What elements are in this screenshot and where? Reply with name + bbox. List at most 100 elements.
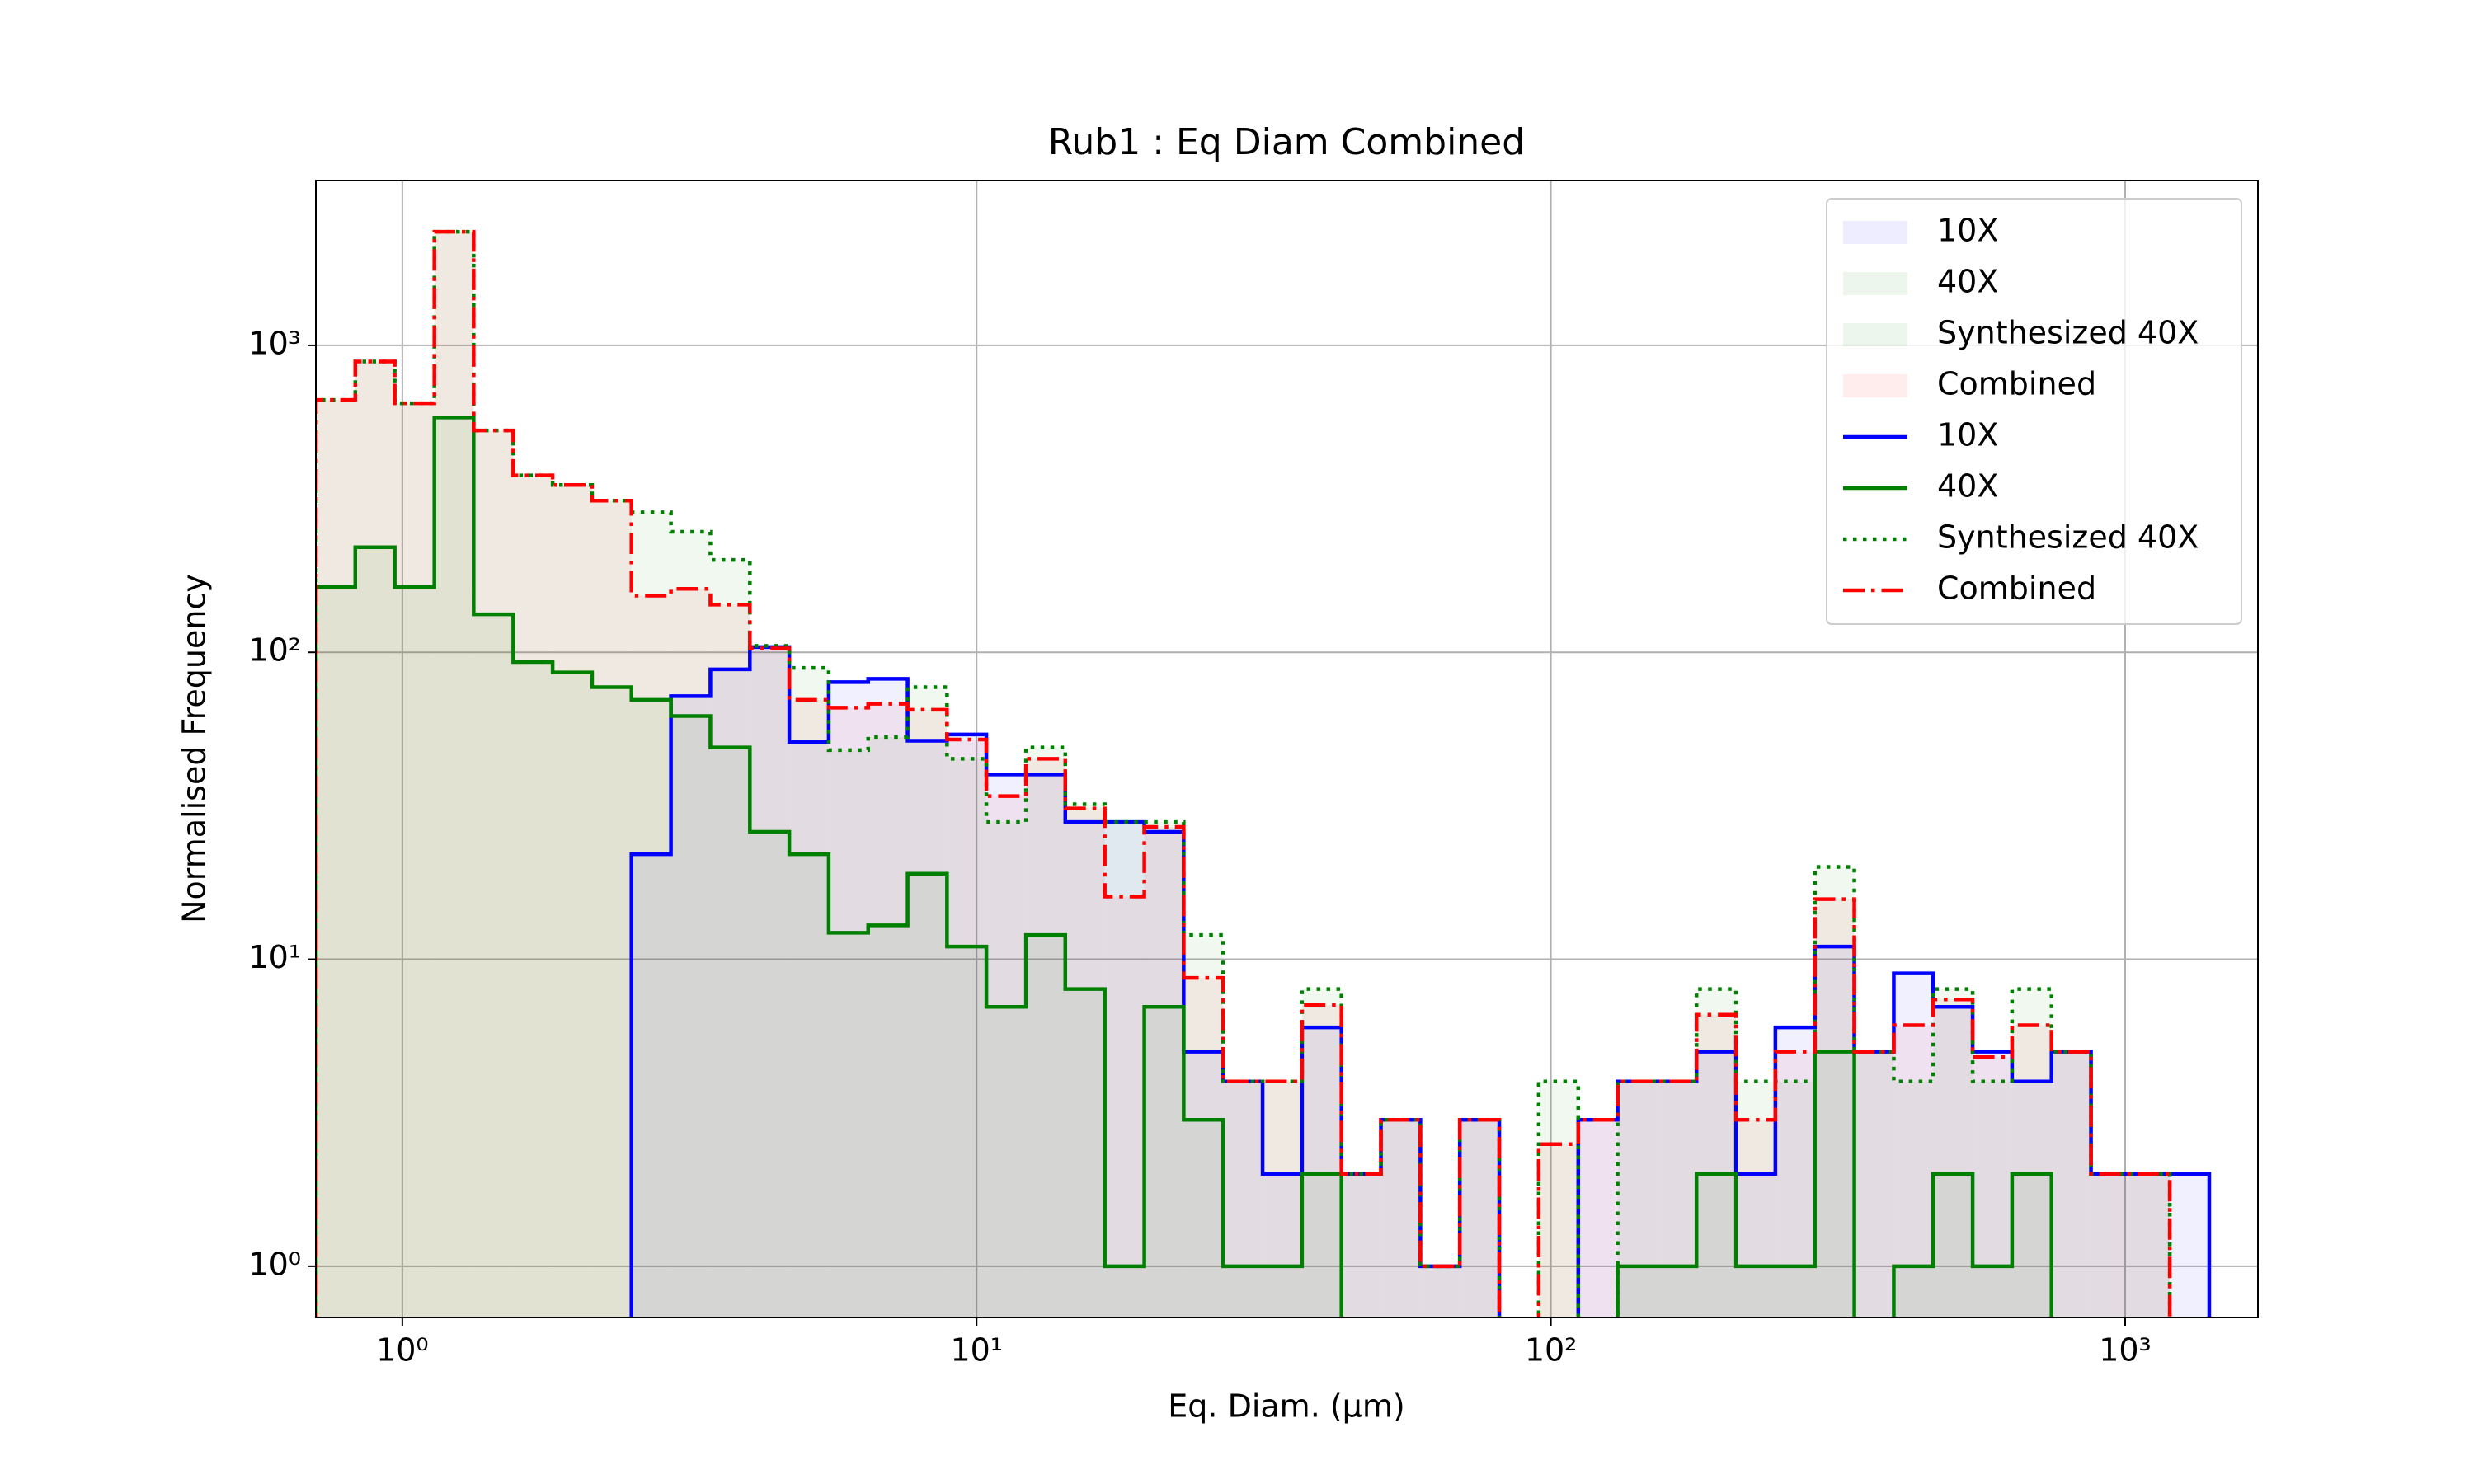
histogram-bar-fill: [1183, 1051, 1224, 1317]
histogram-bar-fill: [1065, 989, 1105, 1317]
histogram-bar-fill: [434, 232, 474, 1317]
histogram-bar-fill: [710, 560, 750, 1317]
histogram-bar-fill: [1263, 1081, 1302, 1317]
histogram-bar-fill: [631, 854, 671, 1317]
histogram-bar-fill: [1026, 758, 1065, 1317]
histogram-bar-fill: [1657, 1266, 1697, 1317]
histogram-bar-fill: [2011, 989, 2052, 1317]
histogram-bar-fill: [553, 485, 592, 1317]
histogram-bar-fill: [1144, 1007, 1184, 1317]
histogram-bar-fill: [1696, 1014, 1737, 1317]
histogram-bar-fill: [355, 547, 395, 1317]
histogram-bar-fill: [394, 587, 435, 1317]
histogram-bar-fill: [1775, 1266, 1815, 1317]
histogram-bar-fill: [1973, 1266, 2012, 1317]
histogram-bar-fill: [631, 699, 671, 1317]
y-axis-label: Normalised Frequency: [176, 574, 213, 923]
histogram-bar-fill: [986, 774, 1027, 1317]
histogram-bar-fill: [1973, 1051, 2012, 1317]
histogram-bar-fill: [1814, 946, 1855, 1317]
histogram-bar-fill: [2051, 1051, 2091, 1317]
histogram-bar-fill: [1696, 1173, 1737, 1317]
histogram-bar-fill: [670, 532, 711, 1317]
histogram-bar-fill: [1223, 1081, 1263, 1317]
histogram-bar-fill: [907, 873, 948, 1317]
histogram-bar-fill: [1263, 1081, 1302, 1317]
histogram-bar-fill: [1341, 1173, 1381, 1317]
histogram-bar-fill: [434, 417, 474, 1317]
histogram-bar-fill: [670, 696, 711, 1317]
histogram-bar-fill: [947, 758, 987, 1317]
histogram-step-line: [316, 416, 2053, 1317]
histogram-bar-fill: [1736, 1173, 1776, 1317]
histogram-bar-fill: [2011, 1025, 2052, 1317]
histogram-bar-fill: [513, 661, 553, 1317]
histogram-bar-fill: [316, 400, 355, 1317]
histogram-bar-fill: [631, 595, 671, 1317]
histogram-bar-fill: [789, 668, 829, 1317]
histogram-bar-fill: [1341, 1173, 1381, 1317]
histogram-bar-fill: [473, 430, 514, 1317]
x-tick-label: 10¹: [950, 1332, 1003, 1369]
histogram-bar-fill: [1104, 822, 1145, 1317]
histogram-bar-fill: [750, 832, 790, 1317]
histogram-bar-fill: [1578, 1120, 1618, 1317]
y-tick-label: 10²: [248, 632, 301, 669]
histogram-bar-fill: [1223, 1081, 1263, 1317]
legend-patch: [1843, 374, 1907, 397]
histogram-bar-fill: [1104, 822, 1145, 1317]
histogram-bar-fill: [1183, 935, 1224, 1317]
histogram-bar-fill: [394, 403, 435, 1317]
histogram-bar-fill: [828, 682, 868, 1317]
histogram-bar-fill: [553, 672, 592, 1317]
legend-label: 10X: [1937, 417, 1998, 453]
histogram-bar-fill: [789, 854, 829, 1317]
histogram-bar-fill: [1065, 822, 1105, 1317]
histogram-bar-fill: [1223, 1266, 1263, 1317]
histogram-bar-fill: [1854, 1051, 1894, 1317]
histogram-bar-fill: [591, 687, 632, 1317]
histogram-bar-fill: [1420, 1266, 1460, 1317]
histogram-bar-fill: [434, 232, 474, 1317]
histogram-bar-fill: [631, 512, 671, 1317]
histogram-bar-fill: [868, 925, 908, 1317]
histogram-bar-fill: [1775, 1081, 1815, 1317]
axes-frame: [315, 180, 2259, 1318]
y-tick-label: 10³: [248, 325, 301, 361]
x-axis-label: Eq. Diam. (µm): [1168, 1388, 1404, 1425]
histogram-bar-fill: [828, 932, 868, 1317]
histogram-bar-fill: [907, 740, 948, 1317]
histogram-bar-fill: [2170, 1173, 2209, 1317]
histogram-bar-fill: [473, 430, 514, 1317]
histogram-bar-fill: [2051, 1051, 2091, 1317]
histogram-bar-fill: [1183, 1120, 1224, 1317]
histogram-bar-fill: [553, 485, 592, 1317]
histogram-bar-fill: [1301, 1004, 1342, 1317]
histogram-bar-fill: [907, 687, 948, 1317]
histogram-bar-fill: [1854, 1051, 1894, 1317]
histogram-bar-fill: [947, 734, 987, 1317]
histogram-bar-fill: [986, 822, 1027, 1317]
histogram-bar-fill: [1617, 1081, 1658, 1317]
histogram-bar-fill: [670, 716, 711, 1317]
histogram-bar-fill: [868, 736, 908, 1317]
legend-label: Combined: [1937, 571, 2096, 607]
histogram-bar-fill: [1144, 822, 1184, 1317]
legend-label: 40X: [1937, 264, 1998, 300]
histogram-bar-fill: [1933, 999, 1973, 1317]
histogram-bar-fill: [868, 679, 908, 1317]
histogram-bar-fill: [907, 709, 948, 1317]
histogram-bar-fill: [986, 796, 1027, 1317]
histogram-bar-fill: [1263, 1266, 1302, 1317]
legend-label: 40X: [1937, 468, 1998, 505]
histogram-bar-fill: [750, 646, 790, 1317]
histogram-bar-fill: [1578, 1120, 1618, 1317]
histogram-bar-fill: [1973, 1057, 2012, 1317]
histogram-bar-fill: [947, 739, 987, 1317]
legend: 10X 40X Synthesized 40X Combined 10X 40X Synth…: [1826, 198, 2242, 625]
histogram-bar-fill: [591, 500, 632, 1317]
histogram-bar-fill: [1617, 1081, 1658, 1317]
histogram-bar-fill: [947, 946, 987, 1317]
histogram-bar-fill: [1854, 1051, 1894, 1317]
